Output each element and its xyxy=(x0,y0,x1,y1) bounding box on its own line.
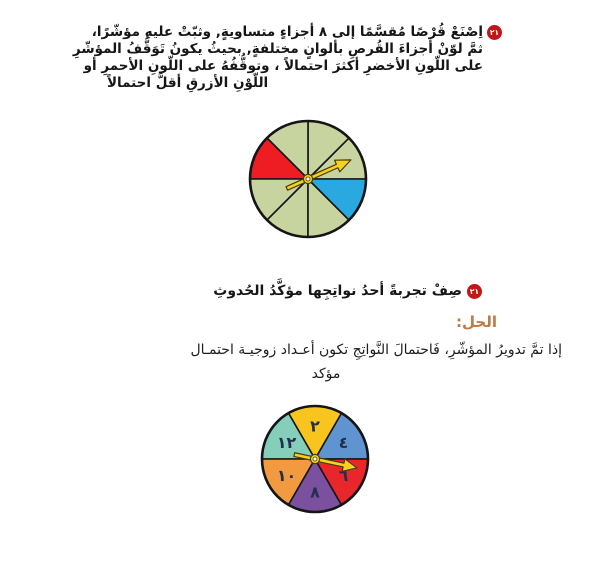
spinner-1-svg xyxy=(248,119,368,239)
spinner-figure-even-numbers: ٤ ٢ ١٢ ١٠ ٨ ٦ xyxy=(250,394,380,524)
solution-heading: الحل: xyxy=(456,313,497,331)
svg-text:١٠: ١٠ xyxy=(277,466,296,485)
problem-1-text-line-2: ثمَّ لوّنْ أجزاءَ القُرصِ بألوانٍ مختلفة… xyxy=(72,41,483,57)
problem-1: ٢١ اِصْنَعْ قُرْصًا مُقسَّمًا إلى ٨ أجزا… xyxy=(63,24,502,92)
svg-text:٦: ٦ xyxy=(339,466,349,485)
problem-2: ٢١ صِفْ تجربةً أحدُ نواتِجِها مؤكَّدُ ال… xyxy=(62,283,482,300)
solution-text: إذا تمَّ تدويرُ المؤشّرِ، فَاحتمالَ النَ… xyxy=(90,341,562,384)
spinner-2-svg: ٤٢ ١٢ ١٠ ٨٦ xyxy=(260,404,370,514)
problem-1-text-line-4: اللّوْنِ الأزرقِ أقلَّ احتمالاً xyxy=(107,75,269,91)
problem-2-number-badge: ٢١ xyxy=(467,284,482,299)
svg-text:١٢: ١٢ xyxy=(277,433,297,452)
problem-1-text-line-3: على اللّونِ الأخضرِ أكثرَ احتمالاً ، وتو… xyxy=(83,58,483,74)
problem-1-number-badge: ٢١ xyxy=(487,25,502,40)
svg-text:٨: ٨ xyxy=(310,482,320,501)
svg-text:٢: ٢ xyxy=(310,417,320,436)
problem-2-question: صِفْ تجربةً أحدُ نواتِجِها مؤكَّدُ الحُد… xyxy=(213,283,462,299)
problem-1-text-line-1: اِصْنَعْ قُرْصًا مُقسَّمًا إلى ٨ أجزاءٍ … xyxy=(91,24,483,40)
svg-text:٤: ٤ xyxy=(339,433,349,452)
solution-line-1: إذا تمَّ تدويرُ المؤشّرِ، فَاحتمالَ النَ… xyxy=(190,342,562,358)
spinner-figure-8-sectors xyxy=(238,109,378,249)
solution-line-2: مؤكد xyxy=(311,366,341,382)
